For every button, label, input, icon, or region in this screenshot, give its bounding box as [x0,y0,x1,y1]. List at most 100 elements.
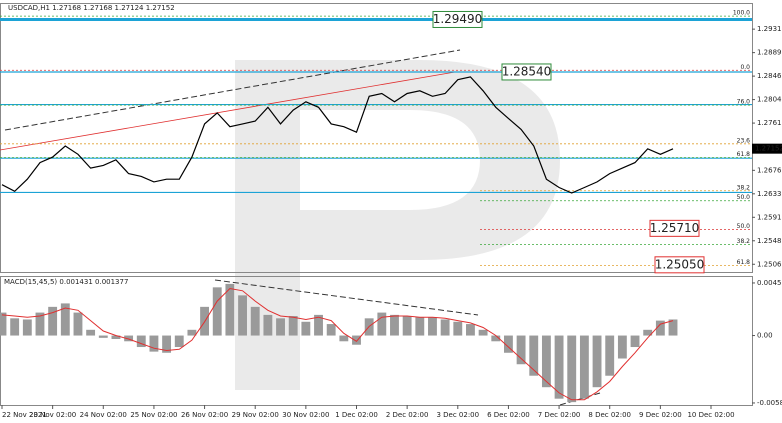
macd-bar [162,335,172,353]
y-tick-label: 0.004581 [757,279,782,287]
macd-bar [111,335,121,339]
y-tick-label: 1.25060 [757,260,782,268]
macd-bar [668,319,678,336]
fib-label: 61.8 [737,151,751,158]
macd-bar [276,318,285,336]
last-price-box [752,143,782,154]
fib-label: 23.6 [737,137,751,144]
fib-label: 38.2 [737,238,751,245]
fib-label: 100.0 [733,10,750,17]
macd-bar [630,335,640,348]
macd-bar [22,319,32,336]
macd-bar [491,335,501,342]
fib-label: 50.0 [737,194,751,201]
x-tick-label: 23 Nov 02:00 [29,411,76,419]
macd-bar [73,312,83,336]
y-tick-label: 0.00 [757,332,773,340]
fib-label: 61.8 [737,259,751,266]
fib-label: 50.0 [737,223,751,230]
y-tick-label: 1.27615 [757,119,782,127]
trend-line [4,49,461,131]
y-tick-label: 1.28040 [757,96,782,104]
macd-bar [288,316,298,336]
macd-bar [592,335,602,388]
y-tick-label: 1.25910 [757,213,782,221]
price-label-box [649,219,700,237]
macd-bar [516,335,526,365]
x-tick-label: 30 Nov 02:00 [282,411,329,419]
x-tick-label: 9 Dec 02:00 [639,411,682,419]
macd-bar [339,335,349,342]
watermark [235,60,560,390]
price-label: 1.25710 [650,221,700,235]
macd-bar [466,324,475,336]
macd-bar [35,312,45,336]
x-tick-label: 8 Dec 02:00 [588,411,631,419]
macd-bar [579,335,589,399]
macd-bar [605,335,615,376]
trend-line [214,279,479,316]
macd-panel [0,276,753,406]
macd-bar [428,317,437,336]
y-tick-label: 1.29315 [757,25,782,33]
macd-bar [314,314,323,336]
macd-bar [655,320,665,336]
y-tick-label: 1.28890 [757,49,782,57]
macd-bar [326,324,336,336]
macd-bar [440,319,450,336]
chart-title: USDCAD,H1 1.27168 1.27168 1.27124 1.2715… [8,4,175,12]
macd-bar [225,283,235,336]
price-line [1,76,674,194]
macd-bar [541,335,551,388]
macd-bar [617,335,627,359]
macd-bar [124,335,134,342]
x-tick-label: 10 Dec 02:00 [687,411,734,419]
price-label: 1.25050 [655,257,705,271]
last-price-label: 1.27152 [755,145,782,153]
macd-bar [301,321,311,336]
macd-bar [187,329,197,336]
macd-bar [263,314,273,336]
macd-bar [250,306,260,336]
macd-bar [503,335,513,353]
trend-line [0,71,456,151]
x-tick-label: 25 Nov 02:00 [130,411,177,419]
macd-bar [174,335,184,348]
y-tick-label: 1.28465 [757,72,782,80]
price-label-box [654,256,705,274]
macd-bar [554,335,564,399]
macd-bar [48,306,58,336]
macd-bar [453,321,463,336]
price-label: 1.28540 [502,64,552,78]
macd-bar [10,318,20,336]
macd-title: MACD(15,45,5) 0.001431 0.001377 [4,278,128,286]
x-tick-label: 29 Nov 02:00 [232,411,279,419]
macd-bar [149,335,159,352]
macd-bar [529,335,539,376]
price-label-box [432,10,483,28]
x-tick-label: 3 Dec 02:00 [436,411,479,419]
price-label: 1.29490 [433,12,483,26]
macd-bar [0,312,7,336]
macd-bar [478,329,488,336]
y-tick-label: 1.26335 [757,190,782,198]
x-tick-label: 24 Nov 02:00 [80,411,127,419]
macd-bar [60,303,70,336]
macd-bar [238,295,247,336]
price-panel [0,3,753,273]
macd-bar [415,317,425,336]
macd-bar [643,329,653,336]
macd-bar [567,335,577,403]
x-tick-label: 2 Dec 02:00 [386,411,429,419]
x-tick-label: 22 Nov 2021 [2,411,47,419]
x-tick-label: 6 Dec 02:00 [487,411,530,419]
fib-label: 0.0 [740,64,750,71]
fib-label: 38.2 [737,184,751,191]
y-tick-label: -0.005873 [757,399,782,407]
y-tick-label: 1.25485 [757,237,782,245]
x-tick-label: 1 Dec 02:00 [335,411,378,419]
macd-bar [98,335,108,338]
price-label-box [501,63,552,81]
